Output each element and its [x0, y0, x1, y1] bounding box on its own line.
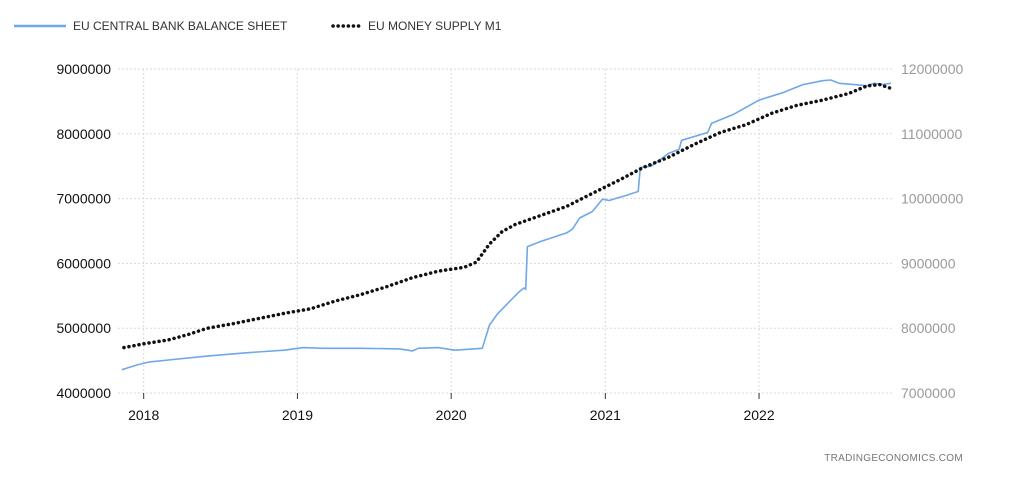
series-line-balance-sheet	[121, 79, 892, 371]
left-axis: 4000000 5000000 6000000 7000000 8000000 90000…	[56, 61, 111, 401]
left-tick-label: 4000000	[56, 385, 111, 401]
series-line-money-supply	[122, 82, 893, 350]
grid	[118, 68, 893, 394]
legend-label-balance-sheet: EU CENTRAL BANK BALANCE SHEET	[73, 19, 288, 33]
x-tick-label: 2022	[743, 407, 774, 423]
right-tick-label: 10000000	[901, 191, 964, 207]
left-tick-label: 7000000	[56, 191, 111, 207]
right-tick-label: 9000000	[901, 255, 956, 271]
source-label: TRADINGECONOMICS.COM	[824, 453, 963, 464]
x-tick-label: 2021	[590, 407, 621, 423]
plot-area	[121, 79, 893, 371]
legend-label-money-supply: EU MONEY SUPPLY M1	[368, 19, 502, 33]
left-tick-label: 9000000	[56, 61, 111, 77]
right-tick-label: 12000000	[901, 61, 964, 77]
x-tick-label: 2018	[128, 407, 159, 423]
left-tick-label: 8000000	[56, 126, 111, 142]
right-tick-label: 8000000	[901, 320, 956, 336]
right-axis: 7000000 8000000 9000000 10000000 11000000 120…	[901, 61, 964, 401]
legend: EU CENTRAL BANK BALANCE SHEET EU MONEY S…	[14, 19, 502, 33]
legend-item-money-supply[interactable]: EU MONEY SUPPLY M1	[331, 19, 502, 33]
x-tick-label: 2020	[436, 407, 467, 423]
x-axis: 2018 2019 2020 2021 2022	[128, 393, 775, 423]
right-tick-label: 7000000	[901, 385, 956, 401]
left-tick-label: 5000000	[56, 320, 111, 336]
legend-item-balance-sheet[interactable]: EU CENTRAL BANK BALANCE SHEET	[14, 19, 288, 33]
left-tick-label: 6000000	[56, 255, 111, 271]
x-tick-label: 2019	[282, 407, 313, 423]
right-tick-label: 11000000	[901, 126, 962, 142]
